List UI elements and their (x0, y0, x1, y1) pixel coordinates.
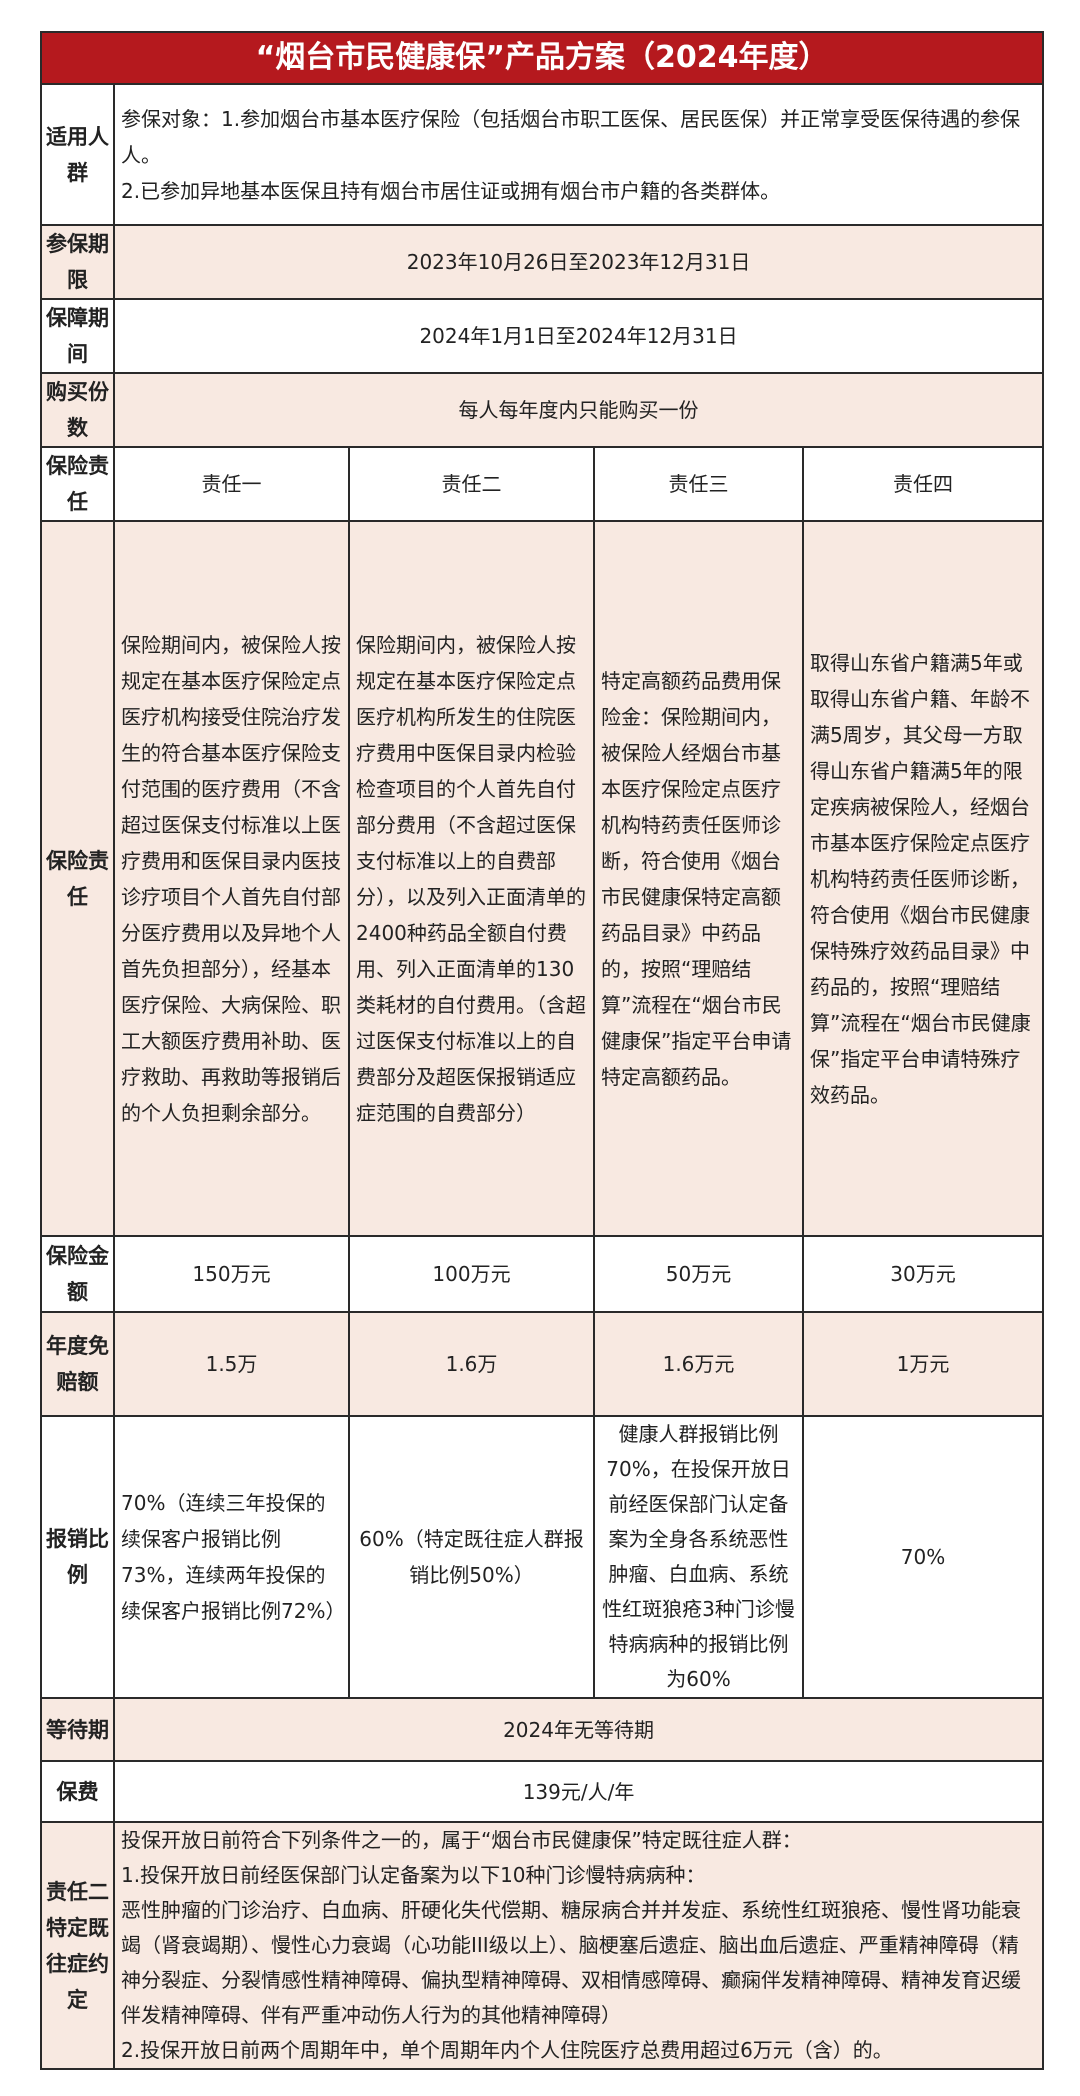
eligible-line: 参保对象：1.参加烟台市基本医疗保险（包括烟台市职工医保、居民医保）并正常享受医… (121, 106, 1021, 167)
preexisting-line: 1.投保开放日前经医保部门认定备案为以下10种门诊慢特病病种： (121, 1863, 706, 1887)
preexisting-line: 恶性肿瘤的门诊治疗、白血病、肝硬化失代偿期、糖尿病合并并发症、系统性红斑狼疮、慢… (121, 1898, 1021, 2027)
preexisting-line: 投保开放日前符合下列条件之一的，属于“烟台市民健康保”特定既往症人群： (121, 1828, 802, 1852)
reimbursement-cell: 健康人群报销比例70%，在投保开放日前经医保部门认定备案为全身各系统恶性肿瘤、白… (593, 1415, 804, 1699)
deductible-cell: 1.5万 (113, 1311, 350, 1417)
row-label: 保障期间 (40, 298, 115, 374)
row-premium: 保费 139元/人/年 (40, 1760, 1045, 1823)
product-plan-table: “烟台市民健康保”产品方案（2024年度） 适用人群 参保对象：1.参加烟台市基… (39, 31, 1045, 2070)
sum-insured-cell: 30万元 (801, 1235, 1045, 1313)
row-liability-header: 保险责任 责任一 责任二 责任三 责任四 (40, 446, 1045, 522)
reimbursement-cell: 70% (801, 1415, 1045, 1699)
column-header: 责任四 (801, 446, 1045, 522)
row-purchase-count: 购买份数 每人每年度内只能购买一份 (40, 372, 1045, 448)
sum-insured-cell: 150万元 (113, 1235, 350, 1313)
eligible-line: 2.已参加异地基本医保且持有烟台市居住证或拥有烟台市户籍的各类群体。 (121, 178, 781, 203)
page-title: “烟台市民健康保”产品方案（2024年度） (39, 31, 1045, 85)
sum-insured-cell: 100万元 (348, 1235, 595, 1313)
reimbursement-cell: 60%（特定既往症人群报销比例50%） (348, 1415, 595, 1699)
row-label: 等待期 (40, 1697, 115, 1762)
enroll-period-value: 2023年10月26日至2023年12月31日 (112, 224, 1045, 300)
eligible-content: 参保对象：1.参加烟台市基本医疗保险（包括烟台市职工医保、居民医保）并正常享受医… (112, 83, 1045, 226)
deductible-cell: 1.6万 (348, 1311, 595, 1417)
preexisting-content: 投保开放日前符合下列条件之一的，属于“烟台市民健康保”特定既往症人群： 1.投保… (112, 1821, 1045, 2070)
coverage-period-value: 2024年1月1日至2024年12月31日 (112, 298, 1045, 374)
row-waiting-period: 等待期 2024年无等待期 (40, 1697, 1045, 1762)
row-label: 保费 (40, 1760, 115, 1823)
preexisting-line: 2.投保开放日前两个周期年中，单个周期年内个人住院医疗总费用超过6万元（含）的。 (121, 2038, 893, 2062)
row-sum-insured: 保险金额 150万元 100万元 50万元 30万元 (40, 1235, 1045, 1313)
row-label: 保险责任 (40, 520, 115, 1237)
liability-cell: 取得山东省户籍满5年或取得山东省户籍、年龄不满5周岁，其父母一方取得山东省户籍满… (801, 520, 1045, 1237)
row-coverage-period: 保障期间 2024年1月1日至2024年12月31日 (40, 298, 1045, 374)
waiting-period-value: 2024年无等待期 (112, 1697, 1045, 1762)
reimbursement-cell: 70%（连续三年投保的续保客户报销比例73%，连续两年投保的续保客户报销比例72… (113, 1415, 350, 1699)
liability-cell: 保险期间内，被保险人按规定在基本医疗保险定点医疗机构接受住院治疗发生的符合基本医… (113, 520, 350, 1237)
purchase-count-value: 每人每年度内只能购买一份 (112, 372, 1045, 448)
row-label: 保险金额 (40, 1235, 115, 1313)
row-deductible: 年度免赔额 1.5万 1.6万 1.6万元 1万元 (40, 1311, 1045, 1417)
row-enroll-period: 参保期限 2023年10月26日至2023年12月31日 (40, 224, 1045, 300)
row-reimbursement: 报销比例 70%（连续三年投保的续保客户报销比例73%，连续两年投保的续保客户报… (40, 1415, 1045, 1699)
row-liability-detail: 保险责任 保险期间内，被保险人按规定在基本医疗保险定点医疗机构接受住院治疗发生的… (40, 520, 1045, 1237)
row-label: 责任二特定既往症约定 (40, 1821, 115, 2070)
liability-cell: 保险期间内，被保险人按规定在基本医疗保险定点医疗机构所发生的住院医疗费用中医保目… (348, 520, 595, 1237)
row-eligible: 适用人群 参保对象：1.参加烟台市基本医疗保险（包括烟台市职工医保、居民医保）并… (40, 83, 1045, 226)
deductible-cell: 1.6万元 (593, 1311, 804, 1417)
deductible-cell: 1万元 (801, 1311, 1045, 1417)
column-header: 责任二 (348, 446, 595, 522)
row-preexisting: 责任二特定既往症约定 投保开放日前符合下列条件之一的，属于“烟台市民健康保”特定… (40, 1821, 1045, 2070)
liability-cell: 特定高额药品费用保险金：保险期间内，被保险人经烟台市基本医疗保险定点医疗机构特药… (593, 520, 804, 1237)
row-label: 保险责任 (40, 446, 115, 522)
sum-insured-cell: 50万元 (593, 1235, 804, 1313)
row-label: 年度免赔额 (40, 1311, 115, 1417)
row-label: 参保期限 (40, 224, 115, 300)
row-label: 适用人群 (40, 83, 115, 226)
row-label: 购买份数 (40, 372, 115, 448)
column-header: 责任一 (113, 446, 350, 522)
premium-value: 139元/人/年 (112, 1760, 1045, 1823)
column-header: 责任三 (593, 446, 804, 522)
row-label: 报销比例 (40, 1415, 115, 1699)
